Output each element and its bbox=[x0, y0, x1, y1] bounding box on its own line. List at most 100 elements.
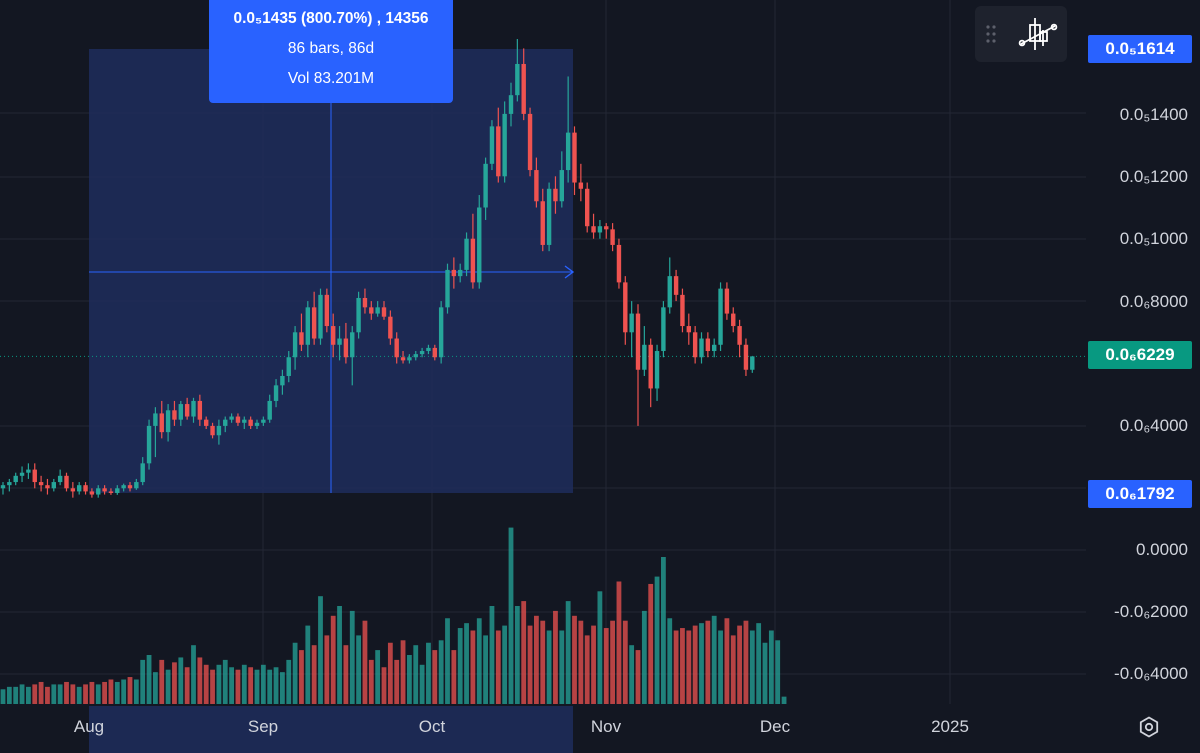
volume-bar bbox=[711, 615, 717, 704]
volume-bar bbox=[756, 623, 762, 704]
candle-body bbox=[121, 485, 126, 489]
volume-bar bbox=[724, 618, 730, 704]
candle-body bbox=[115, 488, 120, 493]
volume-bar bbox=[343, 645, 349, 704]
volume-bar bbox=[191, 645, 196, 704]
candle-body bbox=[565, 132, 571, 171]
candle-body bbox=[750, 356, 755, 370]
candle-body bbox=[191, 400, 196, 417]
volume-bar bbox=[553, 610, 558, 704]
volume-bar bbox=[559, 630, 565, 704]
measure-bars-text: 86 bars, 86d bbox=[287, 40, 375, 57]
candle-body bbox=[692, 332, 698, 358]
volume-bar bbox=[248, 667, 254, 704]
volume-bar bbox=[159, 659, 165, 704]
volume-bar bbox=[222, 659, 228, 704]
volume-bar bbox=[546, 630, 552, 704]
volume-bar bbox=[768, 630, 774, 704]
volume-bar bbox=[229, 667, 234, 704]
candle-body bbox=[559, 170, 564, 202]
candle-body bbox=[521, 63, 526, 114]
volume-bar bbox=[121, 679, 127, 704]
date-label-nov: Nov bbox=[590, 717, 622, 736]
candle-body bbox=[635, 313, 641, 370]
measure-tooltip: 0.0₅1435 (800.70%) , 14356 86 bars, 86d … bbox=[209, 0, 453, 103]
volume-bar bbox=[781, 696, 787, 704]
price-label: 0.0₅1400 bbox=[1119, 105, 1188, 124]
candle-body bbox=[724, 288, 730, 314]
candle-body bbox=[394, 338, 399, 358]
volume-bar bbox=[146, 655, 152, 704]
candle-body bbox=[197, 400, 203, 420]
date-label-2025: 2025 bbox=[931, 717, 969, 736]
candle-body bbox=[553, 188, 558, 202]
candle-body bbox=[134, 482, 139, 489]
date-label-aug: Aug bbox=[73, 717, 105, 736]
candle-body bbox=[413, 354, 418, 358]
volume-bar bbox=[591, 625, 596, 704]
volume-bar bbox=[692, 625, 698, 704]
volume-bar bbox=[260, 664, 266, 704]
volume-bar bbox=[38, 681, 44, 704]
candle-body bbox=[96, 488, 101, 495]
volume-bar bbox=[280, 672, 285, 704]
volume-bar bbox=[445, 618, 450, 704]
candle-body bbox=[534, 170, 539, 202]
volume-bar bbox=[476, 618, 482, 704]
candle-body bbox=[667, 276, 672, 308]
volume-bar bbox=[133, 679, 139, 704]
gear-icon[interactable] bbox=[1138, 716, 1160, 738]
date-label-dec: Dec bbox=[759, 717, 791, 736]
volume-bar bbox=[292, 642, 298, 704]
volume-bar bbox=[273, 667, 279, 704]
candle-body bbox=[261, 419, 266, 423]
candle-body bbox=[743, 344, 749, 370]
measure-arrowhead bbox=[564, 265, 575, 279]
volume-bar bbox=[578, 620, 584, 704]
volume-bar bbox=[19, 684, 25, 704]
candle-body bbox=[0, 485, 6, 489]
candle-body bbox=[712, 344, 717, 352]
volume-bar bbox=[387, 642, 393, 704]
date-label-oct: Oct bbox=[418, 717, 446, 736]
volume-bar bbox=[6, 686, 12, 704]
candle-body bbox=[57, 475, 63, 483]
drawing-toolbar[interactable] bbox=[975, 6, 1067, 62]
volume-bar bbox=[172, 662, 177, 704]
candle-body bbox=[26, 469, 31, 473]
candle-body bbox=[280, 375, 285, 386]
volume-bar bbox=[597, 591, 603, 704]
candlestick-icon[interactable] bbox=[1018, 18, 1058, 50]
candle-body bbox=[299, 332, 304, 345]
candle-body bbox=[210, 425, 215, 436]
volume-bar bbox=[629, 645, 635, 704]
drag-handle-icon[interactable] bbox=[986, 25, 996, 43]
candle-body bbox=[337, 338, 342, 345]
candle-body bbox=[699, 338, 704, 358]
volume-bar bbox=[654, 576, 660, 704]
volume-bar bbox=[622, 620, 628, 704]
volume-bar bbox=[603, 628, 609, 704]
volume-bar bbox=[324, 635, 330, 704]
volume-bar bbox=[381, 667, 387, 704]
candle-body bbox=[445, 269, 450, 308]
candle-body bbox=[248, 419, 253, 426]
volume-bar bbox=[699, 623, 704, 704]
price-badge-top: 0.0₅1614 bbox=[1088, 35, 1192, 63]
candle-body bbox=[184, 404, 190, 417]
volume-bar bbox=[76, 686, 82, 704]
volume-bar bbox=[438, 640, 444, 704]
volume-bar bbox=[419, 664, 425, 704]
volume-bar bbox=[108, 679, 114, 704]
date-label-sep: Sep bbox=[247, 717, 279, 736]
candle-body bbox=[159, 413, 164, 433]
candle-body bbox=[216, 425, 222, 436]
candle-body bbox=[489, 126, 495, 164]
volume-bar bbox=[216, 664, 222, 704]
price-label: 0.0₅1000 bbox=[1119, 229, 1188, 248]
volume-bar bbox=[286, 659, 292, 704]
volume-bar bbox=[0, 689, 6, 704]
volume-bar bbox=[349, 610, 355, 704]
candle-body bbox=[470, 238, 476, 283]
